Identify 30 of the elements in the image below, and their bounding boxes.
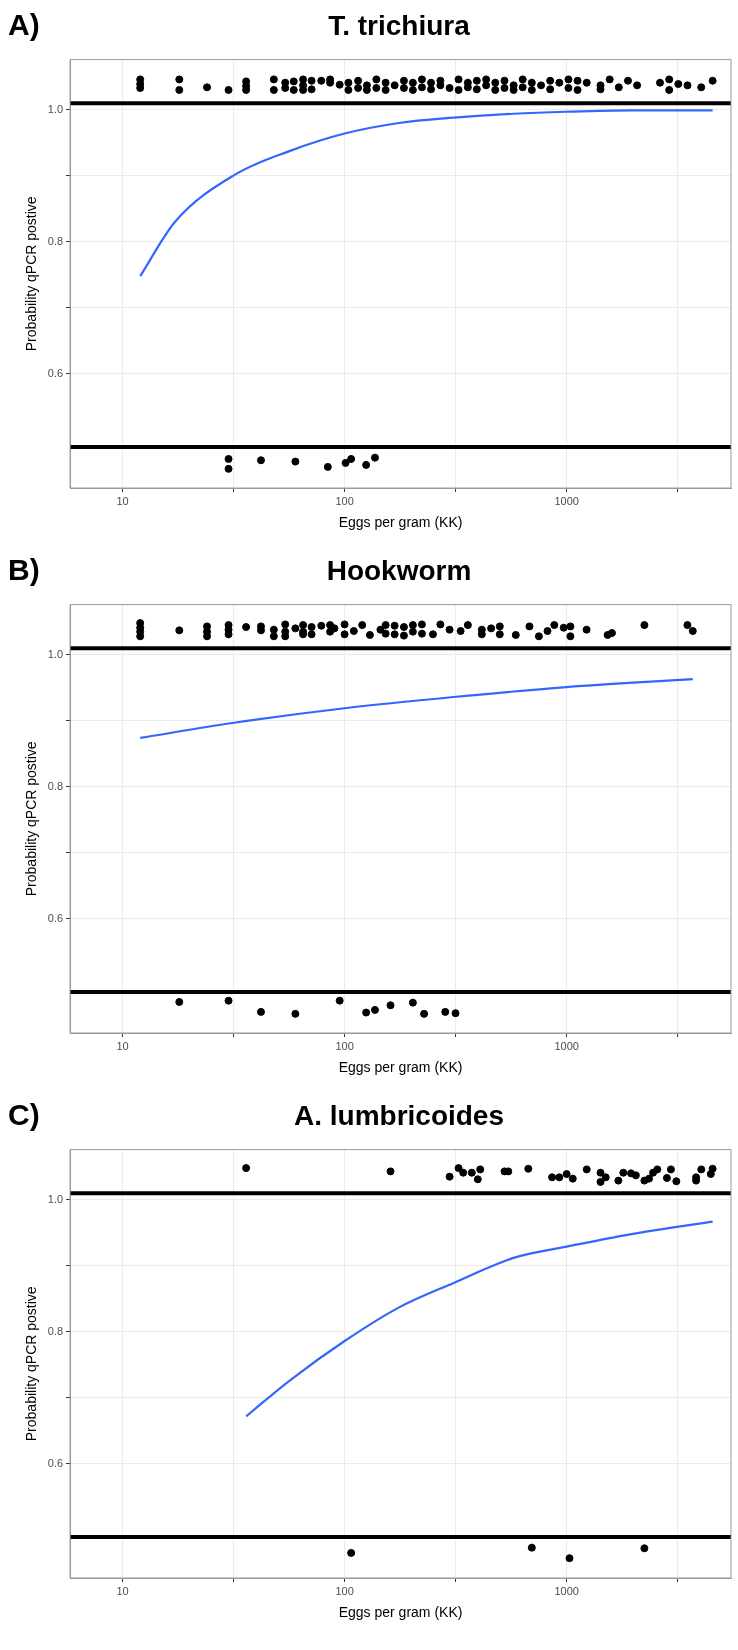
y-axis-title: Probability qPCR postive (23, 196, 40, 352)
text: C) (8, 1098, 40, 1132)
x-tick-label: 100 (335, 494, 354, 507)
y-axis-title: Probability qPCR postive (23, 1286, 40, 1442)
y-tick-label: 0.8 (47, 779, 64, 792)
chart-title: Hookworm (326, 555, 472, 586)
y-tick-label: 0.8 (47, 234, 64, 247)
x-axis-title: Eggs per gram (KK) (338, 1059, 463, 1076)
y-tick-label: 1.0 (47, 102, 64, 115)
text: A) (8, 8, 40, 42)
x-tick-label: 1000 (554, 494, 579, 507)
y-tick-label: 0.6 (47, 911, 64, 924)
x-tick-label: 10 (116, 1584, 129, 1597)
x-axis-title: Eggs per gram (KK) (338, 514, 463, 531)
y-tick-label: 1.0 (47, 1192, 64, 1205)
x-tick-label: 1000 (554, 1584, 579, 1597)
y-axis-title: Probability qPCR postive (23, 741, 40, 897)
x-axis-title: Eggs per gram (KK) (338, 1604, 463, 1621)
text: B) (8, 553, 40, 587)
y-tick-label: 1.0 (47, 647, 64, 660)
y-tick-label: 0.6 (47, 1456, 64, 1469)
chart-title: A. lumbricoides (293, 1100, 505, 1131)
y-tick-label: 0.8 (47, 1324, 64, 1337)
x-tick-label: 100 (335, 1039, 354, 1052)
x-tick-label: 10 (116, 1039, 129, 1052)
x-tick-label: 10 (116, 494, 129, 507)
x-tick-label: 1000 (554, 1039, 579, 1052)
chart-title: T. trichiura (328, 10, 470, 41)
x-tick-label: 100 (335, 1584, 354, 1597)
y-tick-label: 0.6 (47, 366, 64, 379)
